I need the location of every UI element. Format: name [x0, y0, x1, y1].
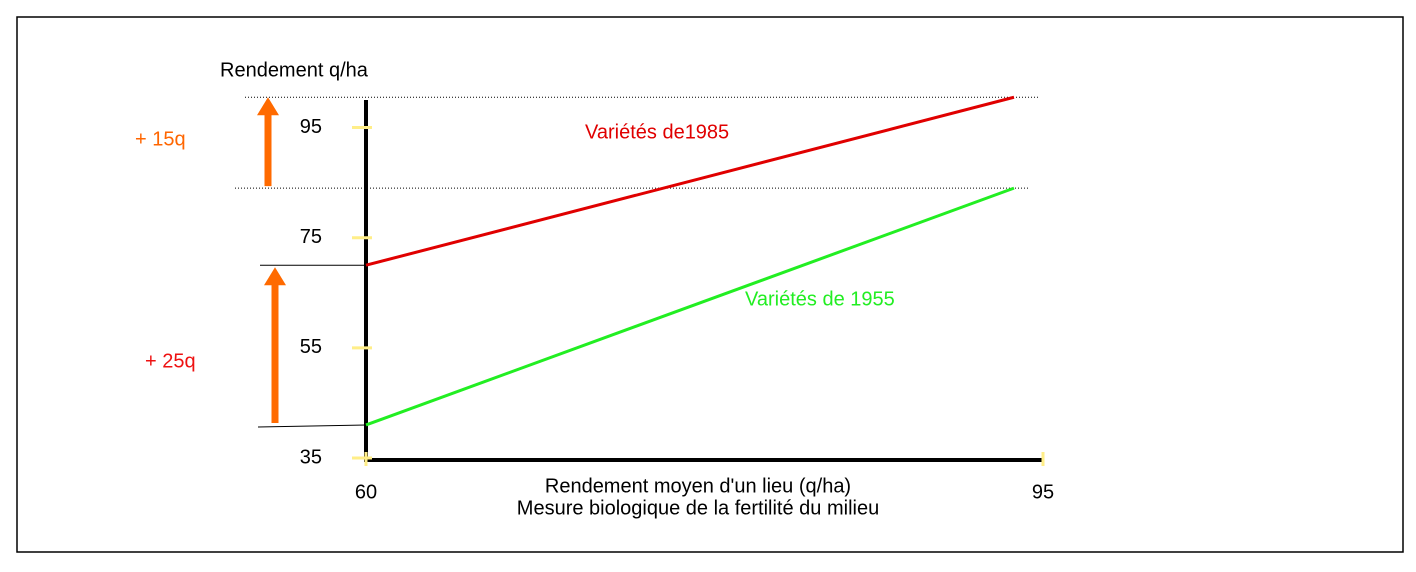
x-axis-label: Rendement moyen d'un lieu (q/ha)	[545, 475, 851, 497]
series-label: Variétés de 1955	[745, 288, 895, 310]
guide-line	[257, 424, 367, 428]
x-axis-label: Mesure biologique de la fertilité du mil…	[517, 497, 879, 519]
y-tick-label: 55	[300, 336, 322, 358]
series-line	[365, 186, 1015, 427]
arrow-head	[264, 267, 286, 286]
annotation: + 15q	[135, 128, 186, 150]
series-line	[365, 95, 1015, 267]
frame	[16, 16, 1404, 553]
y-tick-label: 95	[300, 116, 322, 138]
y-axis-label: Rendement q/ha	[220, 59, 369, 81]
series-label: Variétés de1985	[585, 121, 729, 143]
y-tick-label: 35	[300, 446, 322, 468]
y-tick-label: 75	[300, 226, 322, 248]
x-tick-label: 95	[1032, 481, 1054, 503]
annotation: + 25q	[145, 350, 196, 372]
arrow-head	[257, 97, 279, 116]
x-tick-label: 60	[355, 481, 377, 503]
